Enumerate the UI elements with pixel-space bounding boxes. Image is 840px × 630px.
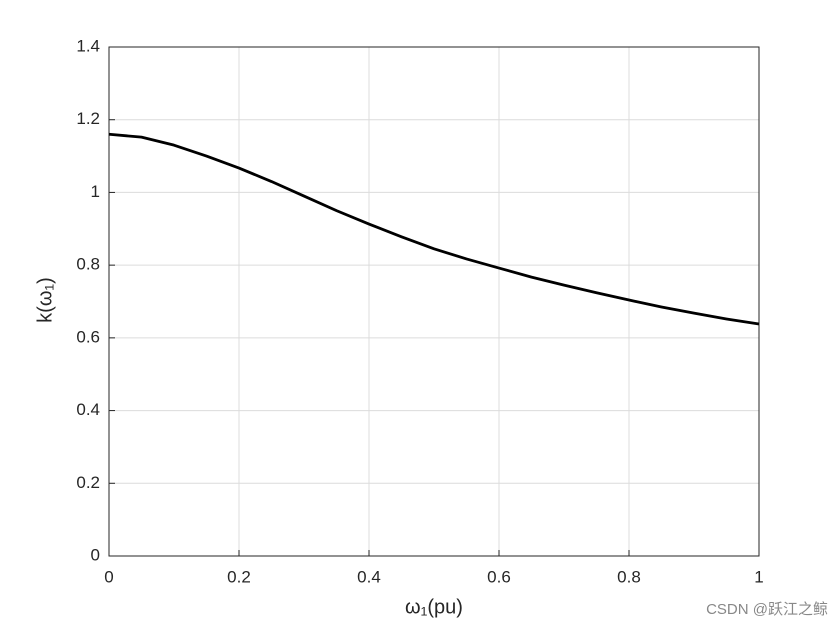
y-tick-label: 0	[91, 545, 100, 564]
y-tick-label: 0.4	[76, 400, 100, 419]
x-axis-label: ω₁(pu)	[405, 596, 463, 618]
y-tick-label: 0.8	[76, 255, 100, 274]
axes-box	[108, 46, 760, 557]
y-tick-label: 1	[91, 182, 100, 201]
line	[108, 132, 760, 326]
x-tick-label: 1	[754, 567, 763, 586]
x-tick-label: 0.4	[357, 567, 381, 586]
y-tick-label: 0.6	[76, 327, 100, 346]
x-tick-label: 0.6	[487, 567, 511, 586]
y-tick-label: 0.2	[76, 473, 100, 492]
watermark: CSDN @跃江之鲸	[706, 601, 828, 618]
x-tick-label: 0.2	[227, 567, 251, 586]
x-tick-label: 0.8	[617, 567, 641, 586]
y-tick-label: 1.2	[76, 109, 100, 128]
y-axis-label: k(ω₁)	[34, 277, 56, 323]
y-tick-label: 1.4	[76, 36, 100, 55]
x-tick-label: 0	[104, 567, 113, 586]
